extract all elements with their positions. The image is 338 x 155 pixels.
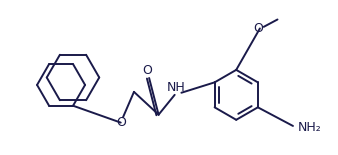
Text: O: O: [143, 64, 152, 78]
Text: NH₂: NH₂: [298, 121, 321, 134]
Text: O: O: [116, 116, 126, 129]
Text: O: O: [254, 22, 263, 35]
Text: NH: NH: [167, 81, 186, 94]
